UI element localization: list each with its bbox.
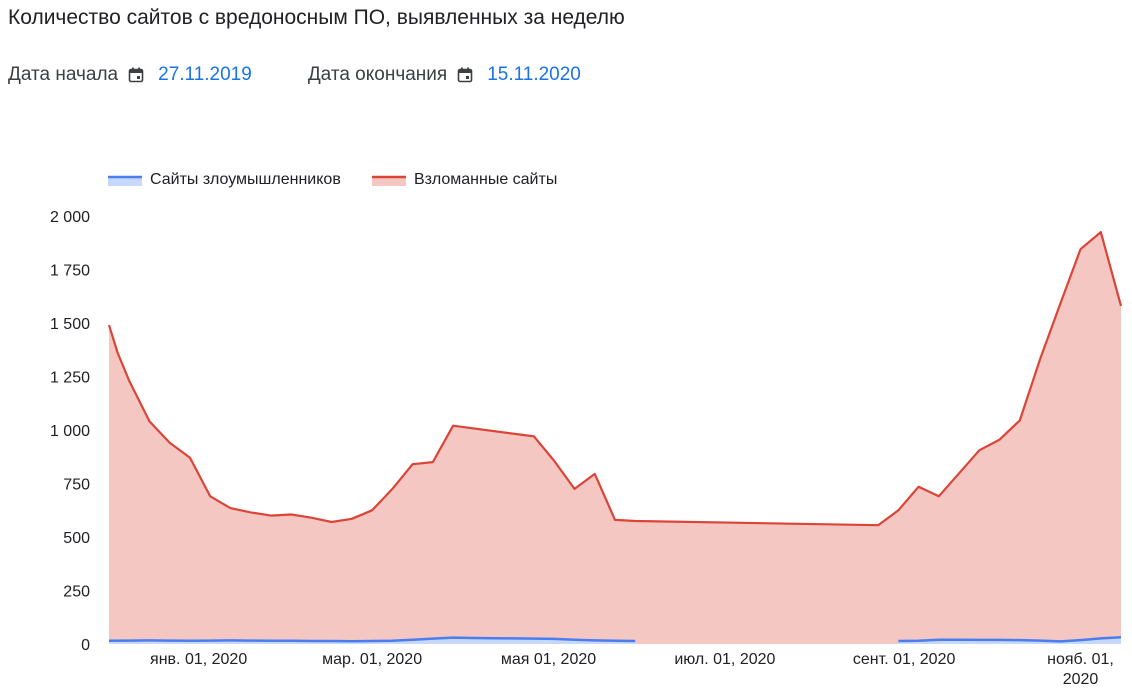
- y-tick-label: 500: [63, 530, 90, 547]
- legend-label: Сайты злоумышленников: [150, 171, 341, 188]
- plot-areas: [109, 232, 1121, 644]
- calendar-icon[interactable]: [128, 67, 144, 83]
- line-attack-1[interactable]: [898, 635, 1122, 643]
- chart-legend: Сайты злоумышленников Взломанные сайты: [108, 171, 557, 188]
- start-date-filter: Дата начала 27.11.2019: [8, 64, 252, 86]
- y-tick-label: 250: [63, 584, 90, 601]
- legend-swatch: [108, 176, 142, 186]
- end-date-value[interactable]: 15.11.2020: [487, 64, 581, 85]
- x-tick-label: мая 01, 2020: [501, 651, 596, 668]
- x-tick-label: янв. 01, 2020: [150, 651, 247, 668]
- calendar-icon[interactable]: [457, 67, 473, 83]
- start-date-value[interactable]: 27.11.2019: [158, 64, 252, 85]
- start-date-label: Дата начала: [8, 64, 119, 85]
- y-tick-label: 1 250: [50, 370, 90, 387]
- y-axis: 0 250 500 750 1 000 1 250 1 500 1 750 2 000: [50, 209, 90, 654]
- line-compromised-0[interactable]: [107, 231, 1123, 527]
- x-tick-label: нояб. 01, 2020: [1047, 651, 1114, 688]
- end-date-label: Дата окончания: [307, 64, 448, 85]
- y-tick-label: 1 000: [50, 423, 90, 440]
- end-date-filter: Дата окончания 15.11.2020: [308, 64, 581, 86]
- date-filter-row: Дата начала 27.11.2019 Дата окончания 15…: [8, 64, 581, 86]
- y-tick-label: 750: [63, 477, 90, 494]
- y-tick-label: 2 000: [50, 209, 90, 226]
- legend-label: Взломанные сайты: [414, 171, 557, 188]
- x-axis: янв. 01, 2020 мар. 01, 2020 мая 01, 2020 ию…: [150, 651, 1114, 688]
- y-tick-label: 1 750: [50, 263, 90, 280]
- x-tick-label: июл. 01, 2020: [674, 651, 775, 668]
- y-tick-label: 1 500: [50, 316, 90, 333]
- x-tick-label: мар. 01, 2020: [322, 651, 422, 668]
- page-title: Количество сайтов с вредоносным ПО, выяв…: [8, 6, 625, 29]
- legend-item-compromised[interactable]: Взломанные сайты: [372, 171, 557, 188]
- plot-lines: [107, 231, 1123, 643]
- y-tick-label: 0: [81, 637, 90, 654]
- area-compromised-0: [109, 232, 1121, 644]
- legend-item-attack[interactable]: Сайты злоумышленников: [108, 171, 341, 188]
- legend-swatch: [372, 176, 406, 186]
- x-tick-label: сент. 01, 2020: [853, 651, 956, 668]
- line-attack-0[interactable]: [108, 636, 636, 643]
